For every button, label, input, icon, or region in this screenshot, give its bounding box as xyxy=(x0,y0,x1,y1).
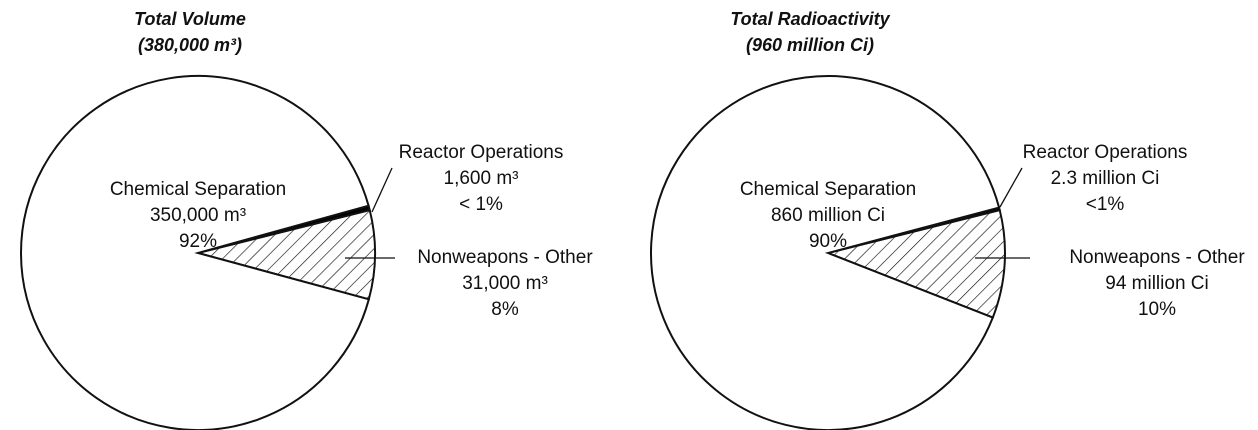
slice-percent-label: 8% xyxy=(491,299,519,320)
slice-label: Chemical Separation xyxy=(110,179,286,200)
slice-percent-label: 90% xyxy=(809,231,847,252)
leader-line xyxy=(371,167,393,213)
slice-label: Reactor Operations xyxy=(399,142,564,163)
pie-slice xyxy=(650,75,1001,430)
pie-slice xyxy=(194,208,376,301)
slice-value-label: 31,000 m³ xyxy=(462,273,548,294)
slice-label: Chemical Separation xyxy=(740,179,916,200)
slice-label: Nonweapons - Other xyxy=(417,247,593,268)
chart-subtitle: (380,000 m³) xyxy=(138,35,242,55)
chart-title: Total Radioactivity xyxy=(730,9,890,29)
slice-percent-label: 10% xyxy=(1138,299,1176,320)
slice-label: Nonweapons - Other xyxy=(1069,247,1245,268)
slice-value-label: 2.3 million Ci xyxy=(1051,168,1160,189)
slice-percent-label: < 1% xyxy=(459,194,503,215)
chart-subtitle: (960 million Ci) xyxy=(746,35,874,55)
chart-title: Total Volume xyxy=(134,9,246,29)
slice-percent-label: 92% xyxy=(179,231,217,252)
slice-value-label: 350,000 m³ xyxy=(150,205,246,226)
slice-label: Reactor Operations xyxy=(1023,142,1188,163)
leader-line xyxy=(999,167,1023,208)
pie-slice xyxy=(824,208,1006,319)
slice-value-label: 94 million Ci xyxy=(1105,273,1208,294)
slice-percent-label: <1% xyxy=(1086,194,1125,215)
slice-value-label: 1,600 m³ xyxy=(444,168,519,189)
pie-slice xyxy=(20,75,371,430)
slice-value-label: 860 million Ci xyxy=(771,205,885,226)
